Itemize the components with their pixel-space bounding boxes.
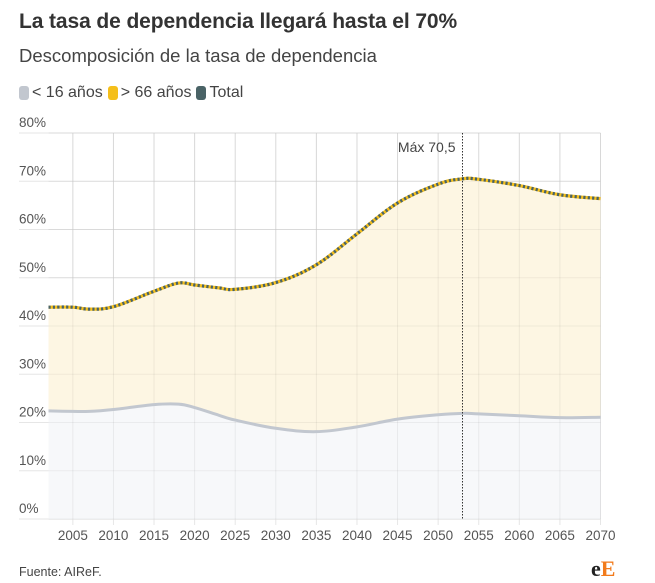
legend-swatch-under16: [19, 86, 29, 100]
x-tick-label: 2050: [423, 528, 453, 543]
y-tick-label: 50%: [19, 260, 46, 275]
legend-swatch-total: [196, 86, 207, 100]
y-tick-label: 40%: [19, 308, 46, 323]
x-tick-label: 2030: [261, 528, 291, 543]
x-tick-label: 2040: [342, 528, 372, 543]
legend-label-under16: < 16 años: [32, 84, 103, 101]
areas: [48, 132, 601, 520]
y-tick-label: 10%: [19, 453, 46, 468]
logo-e: e: [591, 556, 601, 581]
x-tick-label: 2035: [301, 528, 331, 543]
x-tick-label: 2015: [139, 528, 169, 543]
x-tick-label: 2005: [58, 528, 88, 543]
y-tick-label: 60%: [19, 212, 46, 227]
y-tick-label: 70%: [19, 163, 46, 178]
x-tick-label: 2025: [220, 528, 250, 543]
x-tick-label: 2020: [180, 528, 210, 543]
line-over66: [48, 176, 601, 311]
y-axis: 0% 10% 20% 30% 40% 50% 60% 70% 80%: [19, 115, 46, 516]
legend-item-total[interactable]: Total: [196, 84, 243, 102]
series-lines: [48, 176, 601, 434]
brand-logo[interactable]: eE: [591, 558, 615, 580]
x-tick-label: 2065: [545, 528, 575, 543]
legend-label-over66: > 66 años: [120, 84, 192, 101]
x-tick-label: 2070: [585, 528, 615, 543]
legend-item-under16[interactable]: < 16 años: [19, 84, 103, 102]
y-tick-label: 0%: [19, 501, 39, 516]
source-note: Fuente: AIReF.: [19, 565, 102, 579]
chart-title: La tasa de dependencia llegará hasta el …: [19, 10, 458, 33]
x-tick-label: 2055: [464, 528, 494, 543]
y-tick-label: 20%: [19, 405, 46, 420]
x-tick-label: 2045: [383, 528, 413, 543]
y-tick-label: 30%: [19, 356, 46, 371]
legend-item-over66[interactable]: > 66 años: [107, 84, 192, 102]
legend-label-total: Total: [209, 84, 244, 101]
logo-E: E: [600, 556, 616, 581]
annotations: Máx 70,5: [398, 133, 463, 519]
x-axis: 2005 2010 2015 2020 2025 2030 2035 2040 2045 2050…: [58, 528, 616, 543]
x-tick-label: 2010: [98, 528, 128, 543]
chart-subtitle: Descomposición de la tasa de dependencia: [19, 45, 377, 66]
max-annotation-label: Máx 70,5: [398, 139, 456, 155]
legend: < 16 años > 66 años Total: [19, 84, 248, 102]
x-tick-label: 2060: [504, 528, 534, 543]
y-tick-label: 80%: [19, 115, 46, 130]
legend-swatch-over66: [107, 86, 118, 100]
line-under16: [48, 402, 601, 434]
